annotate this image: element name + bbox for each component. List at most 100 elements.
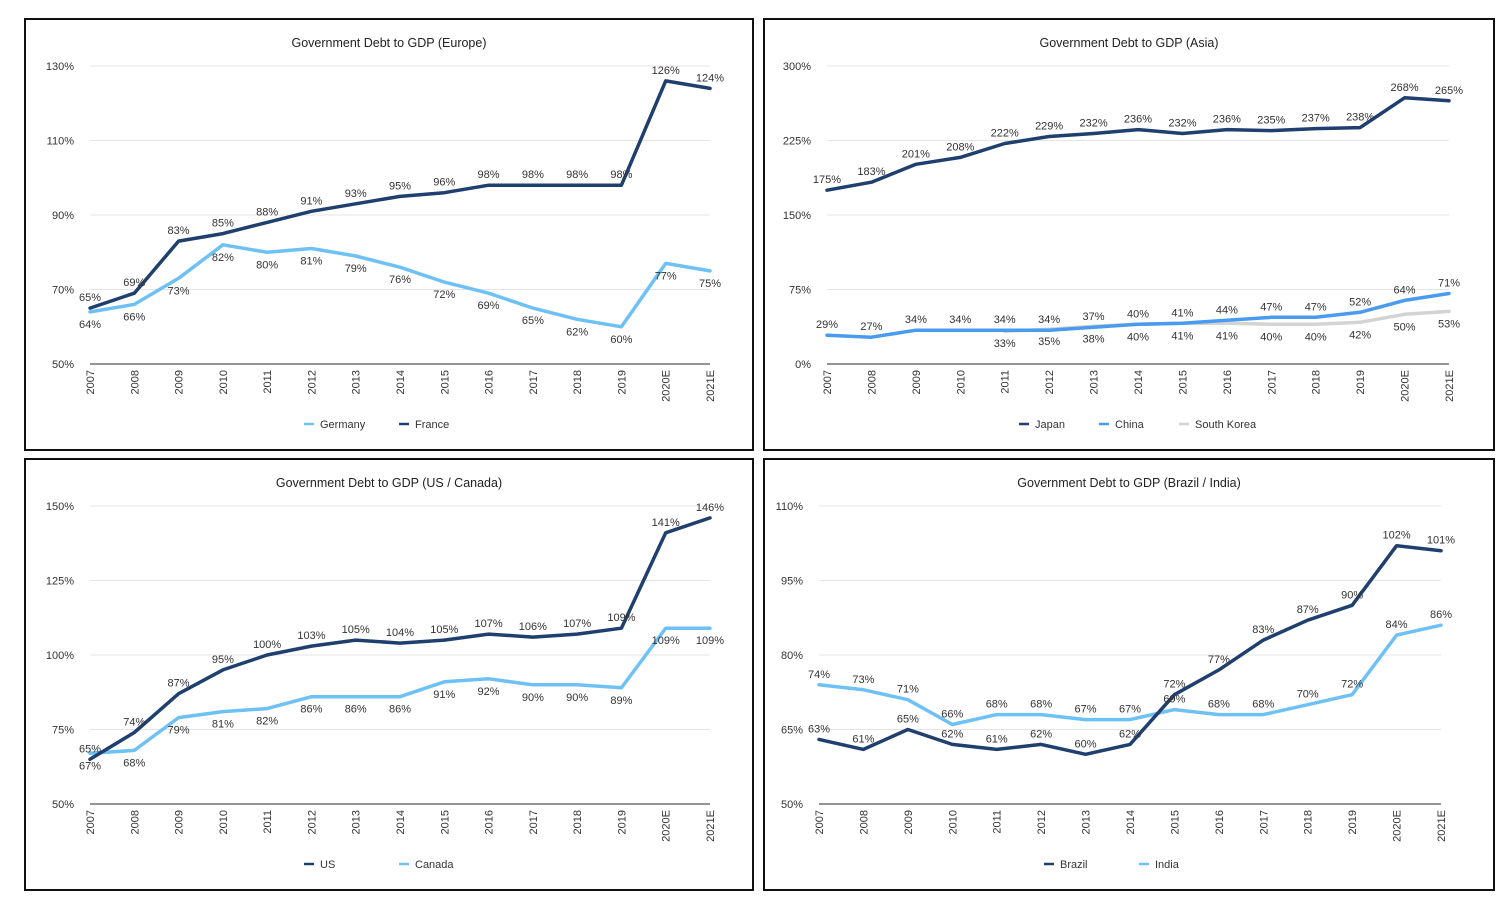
legend-label: Brazil bbox=[1060, 859, 1088, 871]
x-tick-label: 2009 bbox=[174, 370, 186, 394]
series-line-japan bbox=[825, 96, 1451, 192]
y-tick-label: 50% bbox=[52, 359, 74, 371]
data-label-south-korea: 50% bbox=[1394, 321, 1416, 333]
data-label-india: 73% bbox=[852, 674, 874, 686]
data-label-brazil: 62% bbox=[1030, 728, 1052, 740]
data-label-brazil: 87% bbox=[1297, 604, 1319, 616]
x-tick-label: 2016 bbox=[1214, 810, 1226, 834]
data-label-france: 98% bbox=[478, 169, 500, 181]
y-tick-label: 100% bbox=[46, 650, 74, 662]
y-tick-label: 50% bbox=[781, 799, 803, 811]
x-tick-label: 2017 bbox=[1258, 810, 1270, 834]
data-label-china: 34% bbox=[905, 314, 927, 326]
x-tick-label: 2019 bbox=[616, 810, 628, 834]
y-tick-label: 65% bbox=[781, 725, 803, 737]
data-label-china: 41% bbox=[1171, 307, 1193, 319]
data-label-germany: 76% bbox=[389, 274, 411, 286]
data-label-france: 93% bbox=[345, 188, 367, 200]
x-tick-label: 2020E bbox=[661, 370, 673, 402]
data-label-china: 37% bbox=[1083, 311, 1105, 323]
series-line-brazil bbox=[817, 543, 1443, 757]
y-tick-label: 225% bbox=[783, 136, 811, 148]
y-tick-label: 90% bbox=[52, 210, 74, 222]
series-line-china bbox=[825, 291, 1451, 339]
series-line-germany bbox=[88, 243, 712, 329]
x-tick-label: 2020E bbox=[1392, 810, 1404, 842]
data-label-india: 68% bbox=[986, 699, 1008, 711]
x-tick-label: 2018 bbox=[572, 370, 584, 394]
x-tick-label: 2011 bbox=[262, 810, 274, 834]
x-tick-label: 2016 bbox=[484, 810, 496, 834]
series-line-canada bbox=[88, 626, 712, 756]
chart-panel-brazil-india: Government Debt to GDP (Brazil / India) 5… bbox=[763, 458, 1495, 891]
data-label-china: 64% bbox=[1394, 284, 1416, 296]
data-label-brazil: 101% bbox=[1427, 535, 1455, 547]
data-label-canada: 86% bbox=[345, 704, 367, 716]
data-label-china: 47% bbox=[1305, 301, 1327, 313]
x-tick-label: 2007 bbox=[822, 370, 834, 394]
x-tick-label: 2015 bbox=[439, 370, 451, 394]
x-tick-label: 2010 bbox=[218, 810, 230, 834]
x-tick-label: 2014 bbox=[1133, 370, 1145, 394]
x-tick-label: 2021E bbox=[705, 370, 717, 402]
data-label-germany: 81% bbox=[300, 256, 322, 268]
data-label-china: 34% bbox=[949, 314, 971, 326]
data-label-japan: 222% bbox=[991, 127, 1019, 139]
data-label-germany: 64% bbox=[79, 319, 101, 331]
data-label-india: 86% bbox=[1430, 609, 1452, 621]
x-tick-label: 2010 bbox=[218, 370, 230, 394]
data-label-india: 84% bbox=[1386, 619, 1408, 631]
data-label-south-korea: 38% bbox=[1083, 333, 1105, 345]
data-label-france: 91% bbox=[300, 195, 322, 207]
data-label-us: 103% bbox=[297, 630, 325, 642]
data-label-brazil: 63% bbox=[808, 723, 830, 735]
legend-label: South Korea bbox=[1195, 419, 1257, 431]
data-label-china: 40% bbox=[1127, 308, 1149, 320]
data-label-france: 126% bbox=[652, 65, 680, 77]
data-label-canada: 109% bbox=[652, 635, 680, 647]
data-label-us: 100% bbox=[253, 639, 281, 651]
data-label-brazil: 83% bbox=[1252, 624, 1274, 636]
legend-label: Canada bbox=[415, 859, 454, 871]
x-tick-label: 2013 bbox=[1081, 810, 1093, 834]
y-tick-label: 95% bbox=[781, 576, 803, 588]
data-label-france: 69% bbox=[123, 277, 145, 289]
data-label-brazil: 65% bbox=[897, 714, 919, 726]
data-label-canada: 89% bbox=[610, 695, 632, 707]
y-tick-label: 0% bbox=[795, 359, 811, 371]
data-label-us: 95% bbox=[212, 654, 234, 666]
x-tick-label: 2013 bbox=[351, 370, 363, 394]
data-label-france: 65% bbox=[79, 292, 101, 304]
data-label-south-korea: 41% bbox=[1171, 330, 1193, 342]
data-label-canada: 92% bbox=[478, 686, 500, 698]
data-label-france: 85% bbox=[212, 218, 234, 230]
data-label-france: 124% bbox=[696, 72, 724, 84]
data-label-germany: 66% bbox=[123, 311, 145, 323]
x-tick-label: 2017 bbox=[528, 810, 540, 834]
x-tick-label: 2012 bbox=[306, 370, 318, 394]
x-tick-label: 2009 bbox=[911, 370, 923, 394]
data-label-india: 72% bbox=[1341, 679, 1363, 691]
y-tick-label: 75% bbox=[52, 725, 74, 737]
x-tick-label: 2017 bbox=[528, 370, 540, 394]
data-label-india: 66% bbox=[941, 709, 963, 721]
legend-label: Japan bbox=[1035, 419, 1065, 431]
data-label-canada: 67% bbox=[79, 760, 101, 772]
y-tick-label: 75% bbox=[789, 285, 811, 297]
x-tick-label: 2018 bbox=[1311, 370, 1323, 394]
chart-brazil-india: Government Debt to GDP (Brazil / India) 5… bbox=[776, 476, 1456, 871]
data-label-us: 106% bbox=[519, 621, 547, 633]
data-label-china: 34% bbox=[1038, 314, 1060, 326]
chart-panel-europe: Government Debt to GDP (Europe) 50% 70% 90%… bbox=[24, 18, 754, 451]
data-label-germany: 73% bbox=[168, 285, 190, 297]
data-label-germany: 82% bbox=[212, 252, 234, 264]
x-tick-label: 2016 bbox=[1222, 370, 1234, 394]
chart-title: Government Debt to GDP (Europe) bbox=[292, 36, 487, 50]
data-label-france: 83% bbox=[168, 225, 190, 237]
data-label-us: 105% bbox=[342, 624, 370, 636]
x-tick-label: 2012 bbox=[1044, 370, 1056, 394]
data-label-japan: 183% bbox=[857, 166, 885, 178]
data-label-canada: 82% bbox=[256, 716, 278, 728]
data-label-japan: 232% bbox=[1168, 118, 1196, 130]
data-label-japan: 175% bbox=[813, 174, 841, 186]
